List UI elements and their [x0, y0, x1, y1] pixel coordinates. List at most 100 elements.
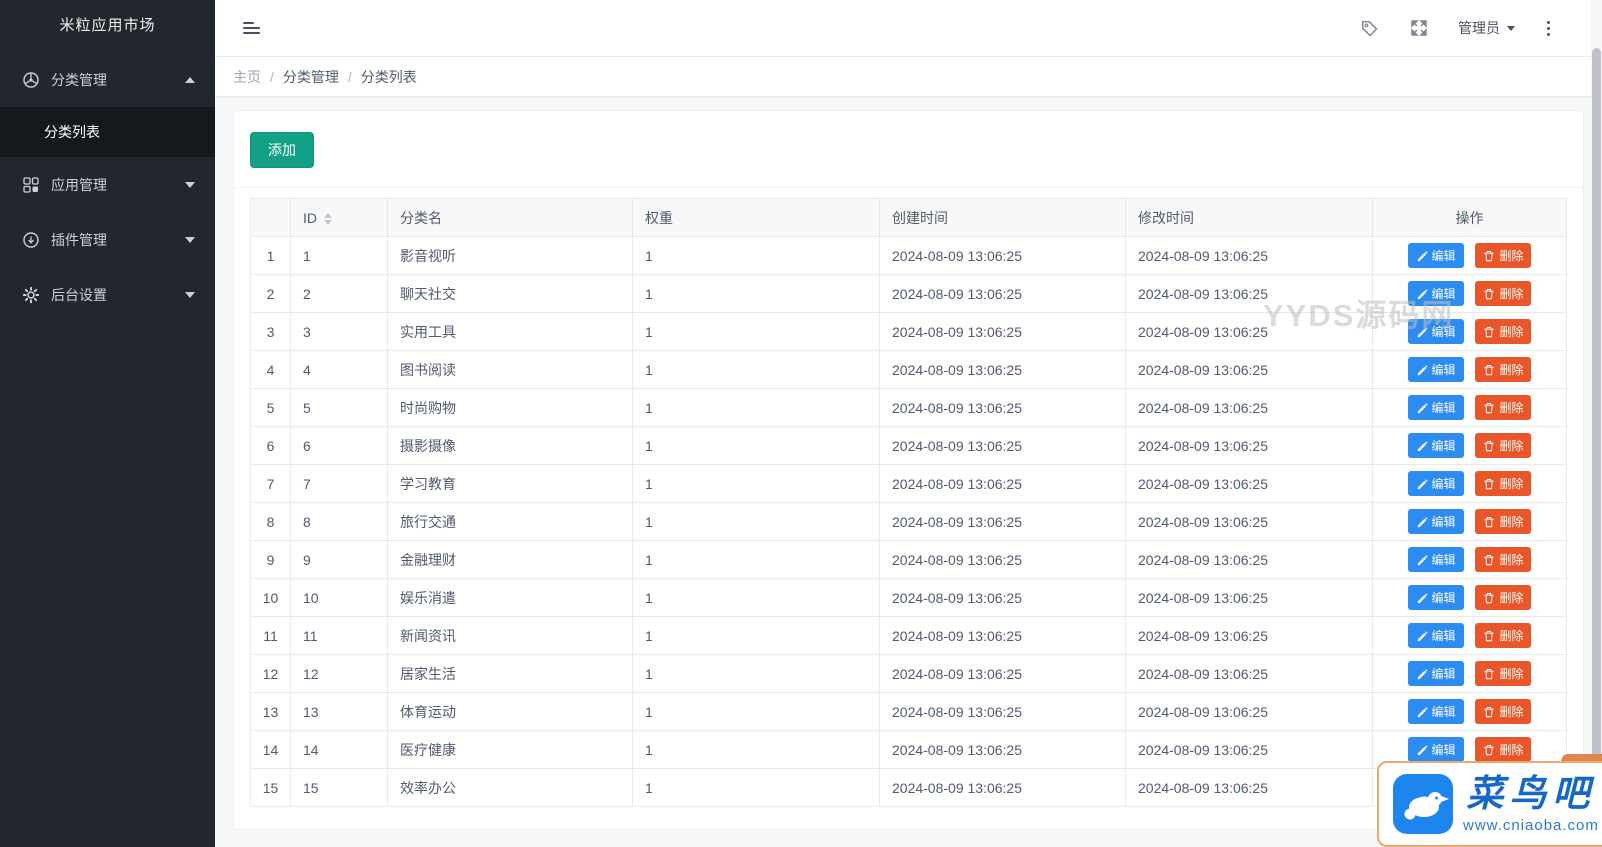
gear-icon [22, 286, 40, 304]
row-id-cell: 3 [290, 312, 388, 351]
edit-button[interactable]: 编辑 [1407, 471, 1464, 496]
row-weight-cell: 1 [632, 274, 880, 313]
row-actions-cell: 编辑 删除 [1372, 464, 1567, 503]
delete-button[interactable]: 删除 [1475, 433, 1532, 458]
breadcrumb-home[interactable]: 主页 [233, 68, 261, 85]
row-weight-cell: 1 [632, 540, 880, 579]
delete-button[interactable]: 删除 [1475, 509, 1532, 534]
delete-button[interactable]: 删除 [1475, 395, 1532, 420]
row-name-cell: 聊天社交 [387, 274, 633, 313]
delete-button[interactable]: 删除 [1475, 547, 1532, 572]
table-row: 1 1 影音视听 1 2024-08-09 13:06:25 2024-08-0… [250, 236, 1567, 275]
delete-button[interactable]: 删除 [1475, 281, 1532, 306]
delete-button[interactable]: 删除 [1475, 471, 1532, 496]
fullscreen-icon[interactable] [1410, 19, 1428, 37]
row-id-cell: 1 [290, 236, 388, 275]
scrollbar-thumb[interactable] [1592, 48, 1601, 790]
edit-button[interactable]: 编辑 [1407, 509, 1464, 534]
badge-site-url: www.cniaoba.com [1463, 817, 1599, 834]
delete-button[interactable]: 删除 [1475, 661, 1532, 686]
sidebar-toggle-icon[interactable] [243, 22, 260, 34]
pencil-icon [1417, 516, 1428, 527]
trash-icon [1484, 250, 1495, 261]
sidebar-item-app-management[interactable]: 应用管理 [0, 157, 215, 212]
row-id-cell: 8 [290, 502, 388, 541]
sort-icon[interactable] [324, 212, 332, 225]
edit-button-label: 编辑 [1431, 667, 1456, 681]
content-area: 添加 ID 分类名 权重 创建时间 修改时间 操作 1 1 影音视听 [215, 96, 1602, 847]
table-row: 4 4 图书阅读 1 2024-08-09 13:06:25 2024-08-0… [250, 350, 1567, 389]
delete-button-label: 删除 [1499, 705, 1524, 719]
sidebar-item-category-management[interactable]: 分类管理 [0, 52, 215, 107]
row-weight-cell: 1 [632, 464, 880, 503]
apps-grid-icon [22, 176, 40, 194]
row-actions-cell: 编辑 删除 [1372, 654, 1567, 693]
delete-button[interactable]: 删除 [1475, 243, 1532, 268]
edit-button[interactable]: 编辑 [1407, 737, 1464, 762]
delete-button[interactable]: 删除 [1475, 623, 1532, 648]
delete-button[interactable]: 删除 [1475, 319, 1532, 344]
top-navbar: 管理员 [215, 0, 1602, 57]
row-actions-cell: 编辑 删除 [1372, 236, 1567, 275]
add-button[interactable]: 添加 [250, 132, 314, 168]
row-weight-cell: 1 [632, 616, 880, 655]
more-options-icon[interactable] [1545, 19, 1552, 38]
edit-button[interactable]: 编辑 [1407, 433, 1464, 458]
row-weight-cell: 1 [632, 692, 880, 731]
delete-button[interactable]: 删除 [1475, 357, 1532, 382]
row-index-cell: 9 [250, 540, 291, 579]
bird-logo-icon [1393, 774, 1453, 834]
pencil-icon [1417, 554, 1428, 565]
sidebar-submenu: 分类列表 [0, 107, 215, 157]
breadcrumb-category-management[interactable]: 分类管理 [282, 68, 339, 85]
edit-button[interactable]: 编辑 [1407, 395, 1464, 420]
sidebar: 米粒应用市场 分类管理 分类列表 应用管理 插件管理 后台设置 [0, 0, 215, 847]
edit-button-label: 编辑 [1431, 743, 1456, 757]
delete-button[interactable]: 删除 [1475, 737, 1532, 762]
user-menu[interactable]: 管理员 [1458, 18, 1515, 38]
delete-button[interactable]: 删除 [1475, 699, 1532, 724]
row-created-cell: 2024-08-09 13:06:25 [879, 730, 1126, 769]
edit-button[interactable]: 编辑 [1407, 661, 1464, 686]
edit-button[interactable]: 编辑 [1407, 585, 1464, 610]
sidebar-item-plugin-management[interactable]: 插件管理 [0, 212, 215, 267]
pencil-icon [1417, 706, 1428, 717]
row-id-cell: 9 [290, 540, 388, 579]
row-weight-cell: 1 [632, 350, 880, 389]
category-table: ID 分类名 权重 创建时间 修改时间 操作 1 1 影音视听 1 2024-0… [250, 198, 1567, 807]
edit-button-label: 编辑 [1431, 325, 1456, 339]
row-weight-cell: 1 [632, 388, 880, 427]
edit-button[interactable]: 编辑 [1407, 319, 1464, 344]
row-modified-cell: 2024-08-09 13:06:25 [1125, 654, 1373, 693]
sidebar-item-backend-settings[interactable]: 后台设置 [0, 267, 215, 322]
edit-button-label: 编辑 [1431, 401, 1456, 415]
delete-button-label: 删除 [1499, 401, 1524, 415]
edit-button-label: 编辑 [1431, 553, 1456, 567]
row-actions-cell: 编辑 删除 [1372, 426, 1567, 465]
col-header-id[interactable]: ID [290, 198, 388, 237]
tag-icon[interactable] [1359, 18, 1380, 39]
row-weight-cell: 1 [632, 578, 880, 617]
table-row: 12 12 居家生活 1 2024-08-09 13:06:25 2024-08… [250, 654, 1567, 693]
table-header-row: ID 分类名 权重 创建时间 修改时间 操作 [250, 198, 1567, 237]
row-modified-cell: 2024-08-09 13:06:25 [1125, 502, 1373, 541]
pencil-icon [1417, 250, 1428, 261]
edit-button[interactable]: 编辑 [1407, 243, 1464, 268]
row-id-cell: 15 [290, 768, 388, 807]
edit-button-label: 编辑 [1431, 629, 1456, 643]
edit-button-label: 编辑 [1431, 477, 1456, 491]
edit-button[interactable]: 编辑 [1407, 699, 1464, 724]
scrollbar-track[interactable] [1591, 0, 1602, 847]
sidebar-item-category-list[interactable]: 分类列表 [0, 107, 215, 157]
edit-button[interactable]: 编辑 [1407, 623, 1464, 648]
edit-button[interactable]: 编辑 [1407, 547, 1464, 572]
row-name-cell: 居家生活 [387, 654, 633, 693]
edit-button[interactable]: 编辑 [1407, 357, 1464, 382]
col-header-created: 创建时间 [879, 198, 1126, 237]
edit-button[interactable]: 编辑 [1407, 281, 1464, 306]
row-created-cell: 2024-08-09 13:06:25 [879, 768, 1126, 807]
row-created-cell: 2024-08-09 13:06:25 [879, 426, 1126, 465]
row-actions-cell: 编辑 删除 [1372, 350, 1567, 389]
delete-button[interactable]: 删除 [1475, 585, 1532, 610]
row-weight-cell: 1 [632, 502, 880, 541]
